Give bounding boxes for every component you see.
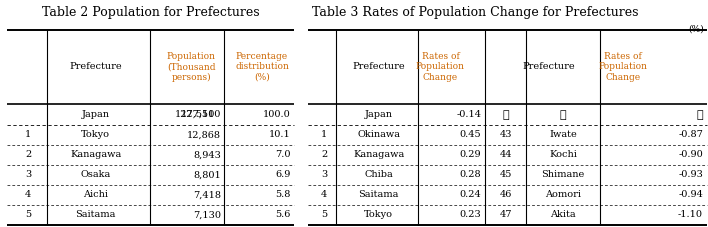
Text: Table 2 Population for Prefectures: Table 2 Population for Prefectures — [42, 6, 259, 19]
Text: 44: 44 — [499, 150, 512, 159]
Text: Prefecture: Prefecture — [523, 62, 575, 72]
Text: 0.23: 0.23 — [459, 210, 481, 219]
Text: 8,943: 8,943 — [193, 150, 221, 159]
Text: (%): (%) — [689, 24, 704, 33]
Text: -0.94: -0.94 — [678, 190, 703, 199]
Text: Tokyo: Tokyo — [81, 130, 110, 139]
Text: Rates of
Population
Change: Rates of Population Change — [598, 52, 648, 82]
Text: Aomori: Aomori — [545, 190, 581, 199]
Text: -0.14: -0.14 — [457, 110, 481, 119]
Text: Okinawa: Okinawa — [358, 130, 400, 139]
Text: Saitama: Saitama — [358, 190, 399, 199]
Text: -1.10: -1.10 — [678, 210, 703, 219]
Text: Akita: Akita — [550, 210, 576, 219]
Text: 4: 4 — [321, 190, 327, 199]
Text: 7.0: 7.0 — [275, 150, 290, 159]
Text: Percentage
distribution
(%): Percentage distribution (%) — [235, 52, 289, 82]
Text: 1: 1 — [321, 130, 327, 139]
Text: 2: 2 — [321, 150, 327, 159]
Text: 5.8: 5.8 — [275, 190, 290, 199]
Text: 8,801: 8,801 — [193, 170, 221, 179]
Text: Aichi: Aichi — [83, 190, 108, 199]
Text: 5.6: 5.6 — [275, 210, 290, 219]
Text: Kanagawa: Kanagawa — [353, 150, 404, 159]
Text: 6.9: 6.9 — [275, 170, 290, 179]
Text: -0.93: -0.93 — [678, 170, 703, 179]
Text: Japan: Japan — [81, 110, 110, 119]
Text: 47: 47 — [499, 210, 512, 219]
Text: 0.24: 0.24 — [459, 190, 481, 199]
Text: Tokyo: Tokyo — [365, 210, 393, 219]
Text: 100.0: 100.0 — [263, 110, 290, 119]
Text: -0.90: -0.90 — [678, 150, 703, 159]
Text: Prefecture: Prefecture — [69, 62, 122, 72]
Text: Rates of
Population
Change: Rates of Population Change — [416, 52, 465, 82]
Text: 12,868: 12,868 — [187, 130, 221, 139]
Text: ⋮: ⋮ — [502, 110, 509, 120]
Text: 45: 45 — [499, 170, 512, 179]
Text: -0.87: -0.87 — [678, 130, 703, 139]
Text: Kochi: Kochi — [549, 150, 577, 159]
Text: 5: 5 — [321, 210, 327, 219]
Text: 43: 43 — [499, 130, 512, 139]
Text: 127,510: 127,510 — [181, 110, 221, 119]
Text: Osaka: Osaka — [81, 170, 110, 179]
Text: 3: 3 — [321, 170, 327, 179]
Text: 3: 3 — [25, 170, 31, 179]
Text: Shimane: Shimane — [542, 170, 585, 179]
Text: Prefecture: Prefecture — [353, 62, 405, 72]
Text: 10.1: 10.1 — [268, 130, 290, 139]
Text: Japan: Japan — [365, 110, 393, 119]
Text: 127,510: 127,510 — [175, 110, 215, 119]
Text: Chiba: Chiba — [365, 170, 393, 179]
Text: Kanagawa: Kanagawa — [70, 150, 121, 159]
Text: 1: 1 — [25, 130, 31, 139]
Text: 46: 46 — [499, 190, 512, 199]
Text: 0.28: 0.28 — [459, 170, 481, 179]
Text: 0.45: 0.45 — [459, 130, 481, 139]
Text: Population
(Thousand
persons): Population (Thousand persons) — [166, 52, 216, 82]
Text: 0.29: 0.29 — [459, 150, 481, 159]
Text: 5: 5 — [25, 210, 31, 219]
Text: 2: 2 — [25, 150, 31, 159]
Text: 7,418: 7,418 — [193, 190, 221, 199]
Text: 7,130: 7,130 — [193, 210, 221, 219]
Text: ⋮: ⋮ — [560, 110, 566, 120]
Text: Iwate: Iwate — [549, 130, 577, 139]
Text: 4: 4 — [25, 190, 31, 199]
Text: Saitama: Saitama — [75, 210, 116, 219]
Text: Table 3 Rates of Population Change for Prefectures: Table 3 Rates of Population Change for P… — [312, 6, 638, 19]
Text: ⋮: ⋮ — [697, 110, 703, 120]
